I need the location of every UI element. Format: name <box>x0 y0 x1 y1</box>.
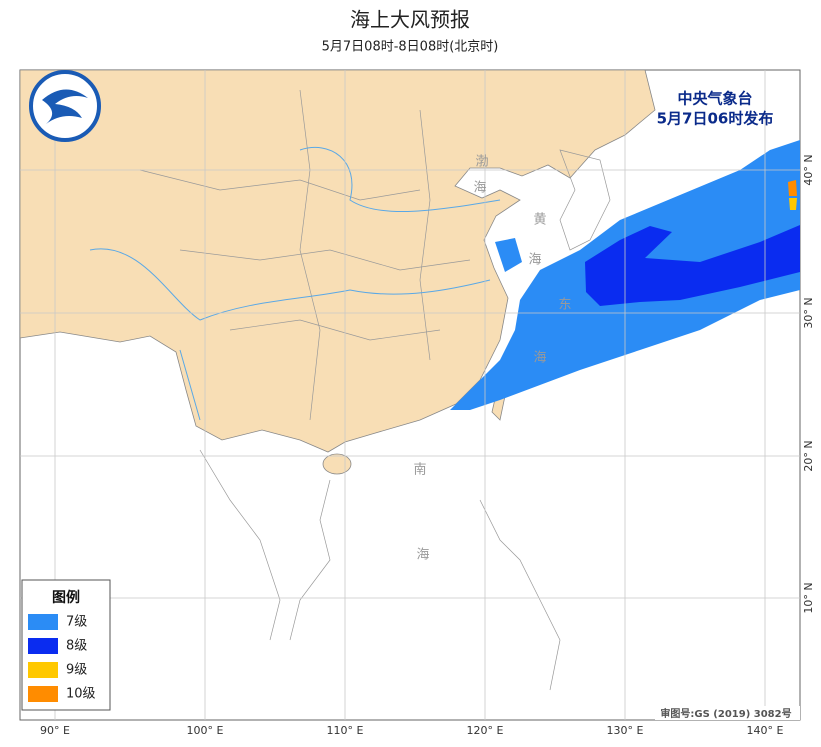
wind-area-10 <box>788 180 797 196</box>
wind-area-8 <box>585 225 800 306</box>
map-frame <box>19 69 801 721</box>
legend-label: 9级 <box>66 663 87 678</box>
legend-swatch <box>28 662 58 678</box>
title: 海上大风预报 <box>350 8 470 32</box>
sea-label: 南 <box>413 462 426 478</box>
subtitle: 5月7日08时-8日08时(北京时) <box>322 40 499 55</box>
lon-label: 100° E <box>187 724 224 737</box>
lon-label: 140° E <box>747 724 784 737</box>
lon-label: 120° E <box>467 724 504 737</box>
footer-bg <box>655 706 800 720</box>
lon-label: 90° E <box>40 724 70 737</box>
land-china <box>20 70 656 453</box>
logo <box>29 70 101 142</box>
lat-label: 30° N <box>802 297 815 328</box>
sea-label: 东 <box>558 298 571 313</box>
axis-labels: 90° E 100° E 110° E 120° E 130° E 140° E 40° N… <box>40 154 815 737</box>
lon-label: 110° E <box>327 724 364 737</box>
legend-label: 8级 <box>66 639 87 654</box>
legend-swatch <box>28 614 58 630</box>
lat-label: 10° N <box>802 582 815 613</box>
sea-label: 海 <box>528 253 541 268</box>
legend: 图例 7级 8级 9级 10级 <box>21 579 111 711</box>
sea-label: 渤 <box>475 154 488 170</box>
wind-area-7 <box>495 238 522 272</box>
sea-label: 黄 <box>533 213 546 228</box>
legend-swatch <box>28 638 58 654</box>
sea-label: 海 <box>416 548 429 563</box>
issuer-name: 中央气象台 <box>677 90 752 108</box>
legend-swatch <box>28 686 58 702</box>
hainan <box>322 453 352 475</box>
sea-label: 海 <box>533 351 546 366</box>
lon-label: 130° E <box>607 724 644 737</box>
review-number: 审图号:GS (2019) 3082号 <box>660 707 791 720</box>
legend-label: 10级 <box>66 687 96 702</box>
legend-title: 图例 <box>52 589 80 606</box>
sea-label: 海 <box>473 181 486 196</box>
graticule <box>20 70 800 720</box>
lat-label: 40° N <box>802 154 815 185</box>
issuer-time: 5月7日06时发布 <box>657 110 774 128</box>
legend-label: 7级 <box>66 615 87 630</box>
lat-label: 20° N <box>802 440 815 471</box>
wind-area-9 <box>789 198 797 210</box>
